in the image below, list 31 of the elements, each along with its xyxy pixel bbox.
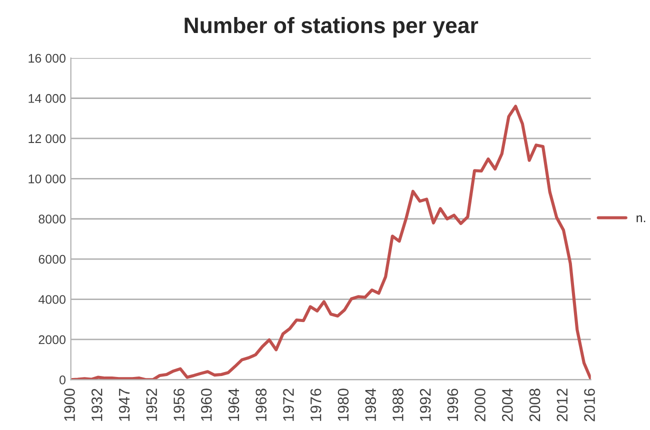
y-tick-label: 8000 xyxy=(38,214,66,224)
x-tick-label: 2012 xyxy=(556,388,568,422)
chart-title: Number of stations per year xyxy=(184,16,478,38)
x-tick-label: 1900 xyxy=(64,388,75,421)
x-tick-label: 1960 xyxy=(200,388,212,421)
x-tick-label: 1984 xyxy=(365,388,376,421)
y-tick-label: 2000 xyxy=(38,335,66,344)
x-tick-label: 2016 xyxy=(584,388,595,422)
x-tick-label: 1980 xyxy=(338,388,349,421)
x-tick-label: 2000 xyxy=(474,388,486,422)
y-tick-label: 0 xyxy=(60,375,66,384)
x-tick-label: 2004 xyxy=(502,388,513,422)
x-tick-label: 1964 xyxy=(228,388,240,421)
x-tick-label: 1992 xyxy=(420,388,431,421)
x-tick-label: 1996 xyxy=(447,388,458,421)
x-tick-label: 2008 xyxy=(529,388,540,422)
x-tick-label: 1952 xyxy=(146,388,158,421)
legend-label: n. xyxy=(636,215,646,222)
x-tick-label: 1932 xyxy=(92,388,102,421)
x-tick-label: 1956 xyxy=(174,388,184,421)
x-tick-label: 1968 xyxy=(256,388,267,421)
y-tick-label: 6000 xyxy=(38,254,66,264)
x-tick-label: 1972 xyxy=(283,388,294,421)
y-tick-label: 14 000 xyxy=(28,94,66,103)
y-tick-label: 4000 xyxy=(38,295,66,304)
x-tick-label: 1976 xyxy=(310,388,322,421)
y-tick-label: 12 000 xyxy=(28,134,66,144)
y-tick-label: 16 000 xyxy=(28,54,66,63)
y-tick-label: 10 000 xyxy=(28,174,66,184)
x-tick-label: 1988 xyxy=(392,388,404,421)
x-tick-label: 1947 xyxy=(118,388,130,421)
